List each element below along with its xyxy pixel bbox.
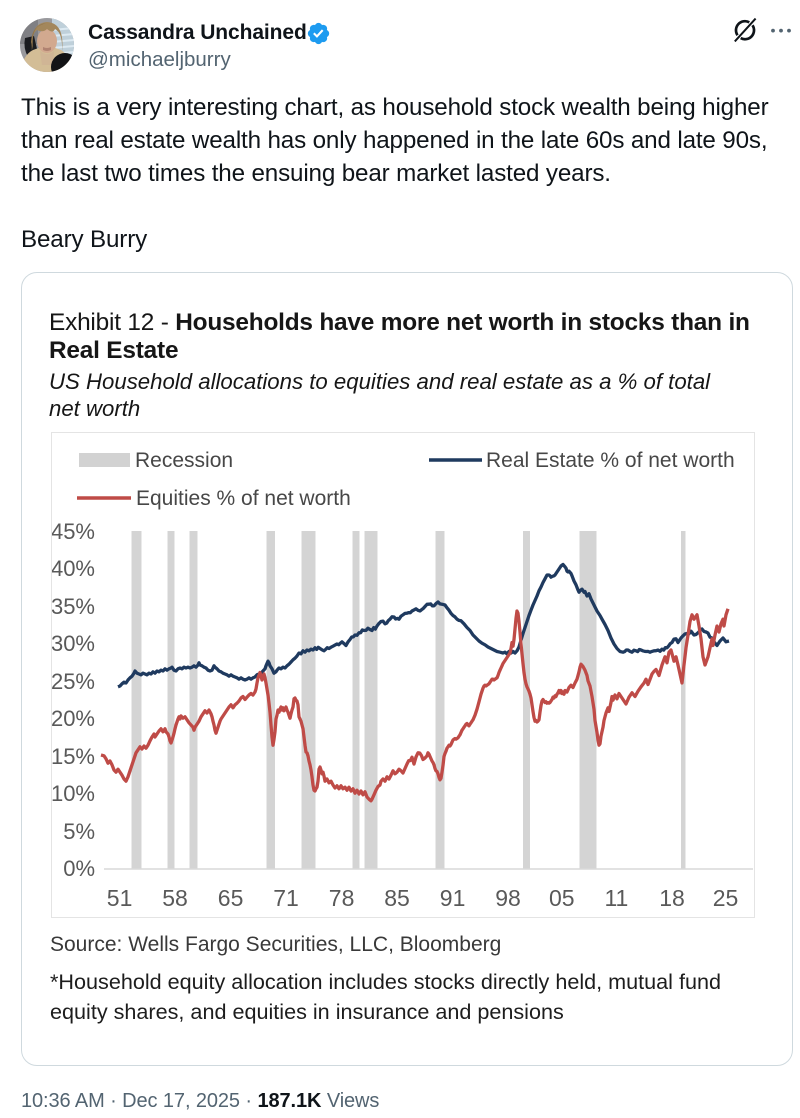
svg-text:98: 98 [495, 885, 521, 911]
svg-text:51: 51 [107, 885, 133, 911]
svg-text:18: 18 [659, 885, 685, 911]
svg-text:0%: 0% [63, 856, 95, 881]
svg-text:Equities % of net worth: Equities % of net worth [136, 487, 351, 510]
svg-text:71: 71 [273, 885, 299, 911]
svg-text:15%: 15% [52, 744, 95, 769]
svg-text:5%: 5% [63, 819, 95, 844]
svg-text:Real Estate % of net worth: Real Estate % of net worth [486, 449, 735, 472]
svg-text:40%: 40% [52, 556, 95, 581]
svg-text:25: 25 [713, 885, 739, 911]
svg-text:45%: 45% [52, 519, 95, 544]
svg-text:10%: 10% [52, 781, 95, 806]
svg-text:Recession: Recession [135, 449, 233, 472]
svg-text:58: 58 [162, 885, 188, 911]
svg-text:78: 78 [329, 885, 355, 911]
svg-text:20%: 20% [52, 706, 95, 731]
svg-text:91: 91 [440, 885, 466, 911]
svg-text:85: 85 [384, 885, 410, 911]
svg-text:25%: 25% [52, 669, 95, 694]
svg-text:30%: 30% [52, 631, 95, 656]
svg-text:65: 65 [218, 885, 244, 911]
svg-text:05: 05 [549, 885, 575, 911]
svg-text:11: 11 [604, 885, 628, 911]
svg-text:35%: 35% [52, 594, 95, 619]
